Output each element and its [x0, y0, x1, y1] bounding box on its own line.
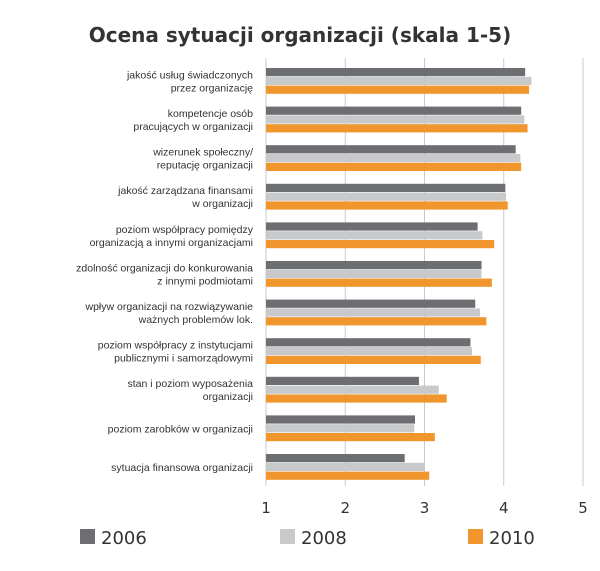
category-label: z innymi podmiotami [157, 275, 253, 287]
bar-2008 [266, 115, 525, 124]
bar-2006 [266, 183, 506, 192]
category-label: stan i poziom wyposażenia [128, 378, 254, 390]
category-label: jakość usług świadczonych [126, 69, 253, 81]
legend-label-2010: 2010 [489, 528, 535, 549]
bar-2008 [266, 76, 532, 85]
bar-2008 [266, 231, 483, 240]
category-label: organizacji [203, 391, 253, 403]
legend: 2006 2008 2010 [80, 528, 535, 549]
category-label: poziom współpracy z instytucjami [98, 340, 253, 352]
bar-2008 [266, 154, 521, 163]
x-tick-label: 4 [499, 499, 509, 517]
bar-2008 [266, 424, 415, 433]
x-tick-label: 5 [578, 499, 588, 517]
legend-swatch-2008 [280, 529, 295, 544]
category-label: przez organizację [171, 82, 253, 94]
bar-2006 [266, 338, 471, 347]
bar-2010 [266, 240, 495, 249]
bar-2010 [266, 162, 522, 171]
bar-2006 [266, 415, 415, 424]
bar-2006 [266, 106, 522, 115]
category-label: sytuacja finansowa organizacji [111, 462, 253, 474]
bar-2006 [266, 376, 419, 385]
bar-2006 [266, 299, 476, 308]
bar-2010 [266, 433, 435, 442]
bar-2010 [266, 394, 447, 403]
bar-2010 [266, 355, 481, 364]
category-label: organizacją a innymi organizacjami [90, 237, 253, 249]
legend-label-2006: 2006 [101, 528, 147, 549]
bar-2010 [266, 124, 528, 133]
bar-2006 [266, 261, 482, 270]
category-label: w organizacji [191, 198, 253, 210]
legend-label-2008: 2008 [301, 528, 347, 549]
category-label: ważnych problemów lok. [138, 314, 253, 326]
legend-swatch-2006 [80, 529, 95, 544]
bar-2008 [266, 192, 507, 201]
x-axis-ticks: 1 2 3 4 5 [261, 499, 588, 517]
category-label: publicznymi i samorządowymi [114, 353, 253, 365]
bar-2008 [266, 462, 425, 471]
bar-2008 [266, 269, 482, 278]
bar-2008 [266, 385, 439, 394]
category-label: zdolność organizacji do konkurowania [76, 262, 253, 274]
bar-2006 [266, 454, 405, 463]
bar-2006 [266, 68, 526, 77]
bar-2006 [266, 222, 478, 231]
bar-2010 [266, 201, 508, 210]
bar-2008 [266, 308, 480, 317]
bar-2010 [266, 317, 487, 326]
category-label: wpływ organizacji na rozwiązywanie [85, 301, 254, 313]
category-label: reputację organizacji [157, 160, 253, 172]
x-tick-label: 3 [420, 499, 430, 517]
category-label: poziom zarobków w organizacji [108, 423, 253, 435]
chart-title: Ocena sytuacji organizacji (skala 1-5) [89, 23, 512, 47]
bar-2006 [266, 145, 516, 154]
bar-layer [266, 68, 532, 480]
bar-2010 [266, 278, 492, 287]
legend-swatch-2010 [468, 529, 483, 544]
x-tick-label: 1 [261, 499, 271, 517]
category-label: wizerunek społeczny/ [152, 147, 253, 159]
category-label: pracujących w organizacji [133, 121, 253, 133]
bar-2008 [266, 347, 473, 356]
category-label: jakość zarządzana finansami [117, 185, 253, 197]
bar-2010 [266, 471, 430, 480]
bar-2010 [266, 85, 530, 94]
x-tick-label: 2 [340, 499, 350, 517]
category-label: poziom współpracy pomiędzy [116, 224, 254, 236]
category-label: kompetencje osób [168, 108, 253, 120]
